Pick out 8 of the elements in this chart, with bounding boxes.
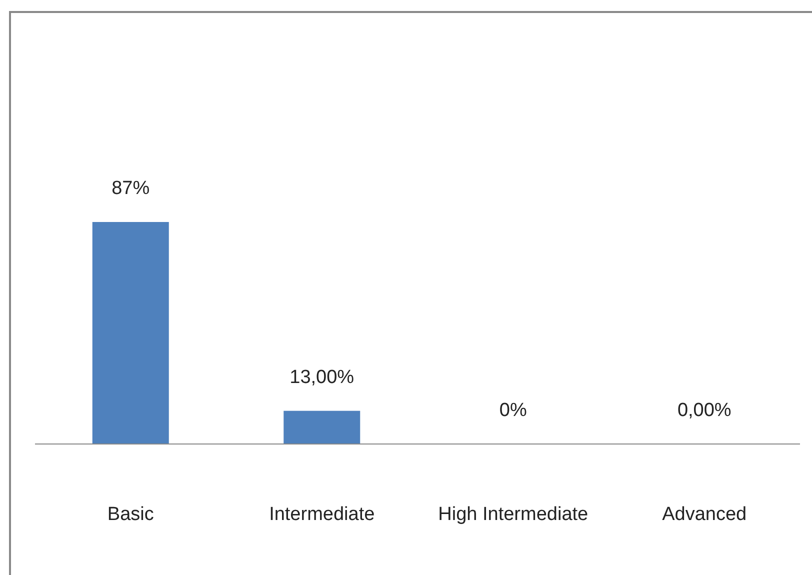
data-label: 87%: [112, 178, 150, 199]
x-tick-label: Intermediate: [269, 504, 375, 525]
data-label: 0,00%: [677, 400, 732, 421]
x-tick-label: Advanced: [662, 504, 747, 525]
x-tick-label: Basic: [107, 504, 154, 525]
data-label: 13,00%: [290, 366, 354, 388]
data-label: 0%: [499, 400, 527, 421]
x-tick-label: High Intermediate: [438, 504, 588, 525]
